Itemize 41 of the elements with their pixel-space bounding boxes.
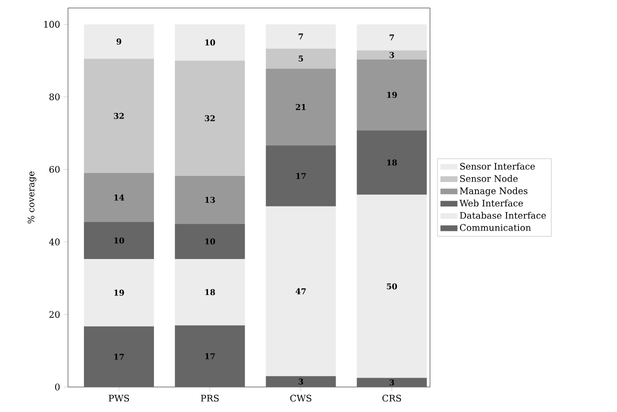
x-tick-label: CWS (290, 394, 312, 402)
bar (266, 48, 336, 69)
bar (84, 58, 154, 174)
bar (356, 50, 427, 60)
bar (174, 176, 245, 224)
bar (174, 258, 245, 326)
legend-label: Sensor Interface (460, 162, 535, 170)
bar (266, 376, 336, 387)
legend-label: Manage Nodes (460, 187, 528, 196)
bar (266, 206, 336, 376)
bar (84, 173, 154, 222)
bar (266, 68, 336, 146)
bar (174, 24, 245, 61)
x-tick-label: PRS (200, 394, 219, 402)
y-tick-label: 0 (55, 384, 60, 390)
legend-label: Sensor Node (460, 174, 518, 182)
bar (84, 222, 154, 259)
bar (356, 130, 427, 195)
bar (84, 326, 154, 387)
legend-label: Communication (460, 224, 531, 231)
x-tick-label: CRS (382, 394, 402, 402)
x-tick-label: PWS (108, 394, 129, 402)
bar (174, 224, 245, 259)
y-tick-label: 100 (44, 20, 60, 28)
bar (356, 194, 427, 378)
bar (84, 258, 154, 326)
bar (174, 325, 245, 387)
bar (356, 24, 427, 50)
legend-label: Database Interface (460, 212, 546, 219)
bar (266, 145, 336, 206)
bar (84, 24, 154, 59)
bar (356, 378, 427, 387)
y-tick-label: 60 (49, 166, 60, 173)
bar (356, 59, 427, 130)
y-tick-label: 80 (49, 93, 60, 100)
y-tick-label: 20 (49, 311, 60, 318)
bar (174, 60, 245, 176)
y-axis-title: % coverage (28, 172, 36, 224)
bar (266, 24, 336, 49)
legend-label: Web Interface (459, 200, 523, 207)
y-tick-label: 40 (49, 238, 60, 246)
